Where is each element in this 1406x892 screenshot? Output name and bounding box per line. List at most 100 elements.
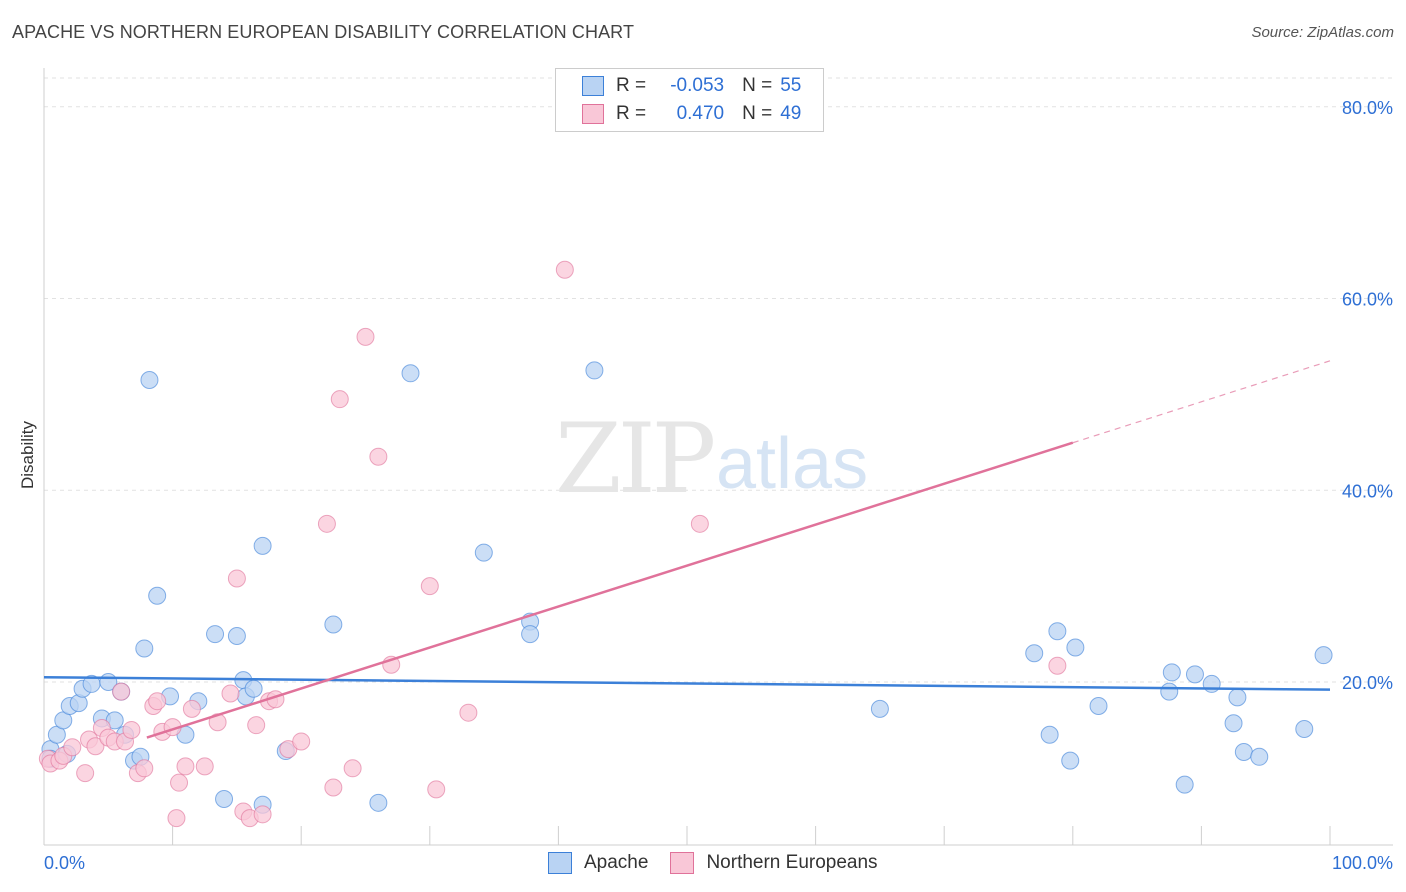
legend-n-value-northern-europeans: 49 <box>780 103 802 124</box>
point-apache <box>244 679 263 698</box>
point-northern-europeans <box>167 809 186 828</box>
legend-r-value-northern-europeans: 0.470 <box>676 103 725 124</box>
point-apache <box>1162 663 1181 682</box>
point-northern-europeans <box>170 773 189 792</box>
y-axis-label: Disability <box>18 420 37 489</box>
trend-line-northern-europeans <box>146 441 1074 739</box>
point-apache <box>1025 644 1044 663</box>
point-apache <box>1040 725 1059 744</box>
axes <box>43 68 1393 846</box>
point-northern-europeans <box>148 692 167 711</box>
point-northern-europeans <box>1048 656 1067 675</box>
point-northern-europeans <box>112 682 131 701</box>
data-points <box>38 260 1333 828</box>
point-apache <box>206 625 225 644</box>
grid-lines <box>44 77 1393 683</box>
point-apache <box>1224 714 1243 733</box>
chart-source: Source: ZipAtlas.com <box>1251 24 1394 41</box>
point-northern-europeans <box>63 738 82 757</box>
point-northern-europeans <box>253 805 272 824</box>
point-apache <box>148 586 167 605</box>
point-apache <box>253 536 272 555</box>
point-apache <box>585 361 604 380</box>
point-apache <box>215 789 234 808</box>
legend-r-label: R = <box>616 103 647 124</box>
point-apache <box>1250 747 1269 766</box>
series-swatch-northern-europeans <box>670 852 695 874</box>
point-northern-europeans <box>208 713 227 732</box>
legend-swatch-apache <box>582 76 604 96</box>
series-legend-apache[interactable]: Apache <box>548 852 648 874</box>
point-northern-europeans <box>369 447 388 466</box>
legend-row-northern-europeans: R = 0.470 N = 49 <box>556 100 801 128</box>
trend-line-apache <box>43 675 1331 691</box>
point-apache <box>1314 646 1333 665</box>
legend-row-apache: R = -0.053 N = 55 <box>556 72 801 100</box>
point-apache <box>1295 719 1314 738</box>
point-northern-europeans <box>135 759 154 778</box>
point-apache <box>1048 622 1067 641</box>
series-swatch-apache <box>548 852 572 874</box>
point-northern-europeans <box>292 732 311 751</box>
legend-r-value-apache: -0.053 <box>670 75 725 96</box>
point-apache <box>1202 674 1221 693</box>
point-apache <box>227 626 246 645</box>
point-northern-europeans <box>317 514 336 533</box>
point-northern-europeans <box>459 703 478 722</box>
watermark-zip: ZIP <box>555 403 714 515</box>
point-northern-europeans <box>343 759 362 778</box>
axis-labels: 20.0% 40.0% 60.0% 80.0% 0.0% 100.0% <box>44 98 1393 873</box>
point-northern-europeans <box>122 720 141 739</box>
point-northern-europeans <box>420 577 439 596</box>
legend-r-label: R = <box>616 75 647 96</box>
point-northern-europeans <box>176 757 195 776</box>
x-tick-label-min: 0.0% <box>44 853 85 873</box>
point-apache <box>870 699 889 718</box>
point-apache <box>1234 743 1253 762</box>
point-northern-europeans <box>86 737 105 756</box>
legend-n-label: N = <box>742 75 773 96</box>
point-apache <box>474 543 493 562</box>
point-apache <box>1228 688 1247 707</box>
watermark-atlas: atlas <box>716 424 868 504</box>
point-apache <box>521 625 540 644</box>
point-northern-europeans <box>76 764 95 783</box>
point-northern-europeans <box>330 390 349 409</box>
legend-n-value-apache: 55 <box>780 75 802 96</box>
point-apache <box>401 364 420 383</box>
point-northern-europeans <box>227 569 246 588</box>
trend-line-northern-europeans-extension <box>1072 360 1331 444</box>
x-tick-label-max: 100.0% <box>1332 853 1393 873</box>
point-northern-europeans <box>182 699 201 718</box>
point-northern-europeans <box>195 757 214 776</box>
point-apache <box>1066 638 1085 657</box>
point-apache <box>1185 665 1204 684</box>
legend-swatch-northern-europeans <box>582 104 604 124</box>
series-label-northern-europeans: Northern Europeans <box>706 852 878 873</box>
point-northern-europeans <box>555 260 574 279</box>
point-northern-europeans <box>221 684 240 703</box>
point-apache <box>135 639 154 658</box>
trend-lines <box>43 360 1331 739</box>
point-apache <box>140 371 159 390</box>
y-tick-label: 80.0% <box>1342 98 1393 118</box>
correlation-legend: R = -0.053 N = 55 R = 0.470 N = 49 <box>555 68 824 132</box>
y-tick-label: 60.0% <box>1342 290 1393 310</box>
point-apache <box>369 793 388 812</box>
series-label-apache: Apache <box>584 852 649 873</box>
point-northern-europeans <box>324 778 343 797</box>
y-tick-label: 20.0% <box>1342 673 1393 693</box>
point-apache <box>1061 751 1080 770</box>
point-northern-europeans <box>356 327 375 346</box>
point-apache <box>324 615 343 634</box>
y-tick-label: 40.0% <box>1342 481 1393 501</box>
point-northern-europeans <box>247 716 266 735</box>
series-legend-northern-europeans[interactable]: Northern Europeans <box>670 852 878 874</box>
series-legend: Apache Northern Europeans <box>548 852 900 874</box>
chart-title: APACHE VS NORTHERN EUROPEAN DISABILITY C… <box>12 22 635 42</box>
point-apache <box>1089 696 1108 715</box>
legend-n-label: N = <box>742 103 773 124</box>
point-apache <box>1160 682 1179 701</box>
point-apache <box>1175 775 1194 794</box>
